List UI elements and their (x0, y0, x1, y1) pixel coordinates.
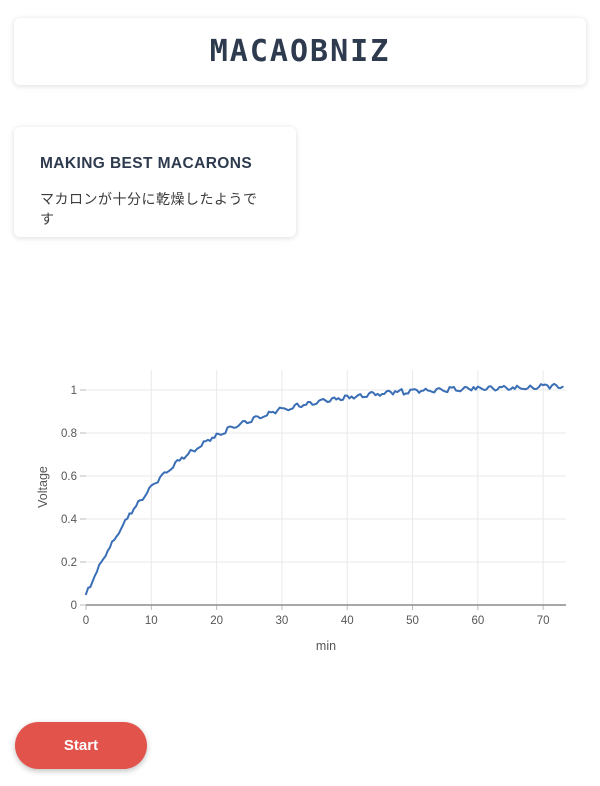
x-axis-title: min (316, 639, 336, 653)
y-tick-label: 1 (71, 385, 77, 397)
voltage-trace (85, 382, 564, 596)
x-tick-label: 20 (210, 615, 223, 627)
x-tick-label: 70 (537, 615, 550, 627)
chart-axes: 00.20.40.60.810 10 20 30 40 50 60 70 (61, 385, 566, 627)
y-tick-label: 0 (71, 600, 77, 612)
y-axis-title: Voltage (36, 466, 50, 508)
status-card-heading: MAKING BEST MACARONS (40, 155, 253, 172)
y-tick-label: 0.2 (61, 557, 77, 569)
x-tick-label: 30 (276, 615, 289, 627)
app-header: MACAOBNIZ (14, 18, 586, 85)
status-card: MAKING BEST MACARONS マカロンが十分に乾燥したようです (14, 127, 296, 237)
y-tick-label: 0.8 (61, 428, 77, 440)
x-tick-label: 40 (341, 615, 354, 627)
app-title: MACAOBNIZ (209, 34, 391, 69)
x-tick-label: 0 (83, 615, 89, 627)
start-button[interactable]: Start (15, 722, 147, 769)
voltage-chart: 0 0.2 0.4 0.6 0.8 1 0 10 20 30 40 50 60 70 min Voltag… (0, 336, 600, 666)
voltage-line (85, 382, 564, 596)
x-tick-label: 10 (145, 615, 158, 627)
voltage-chart-svg: 00.20.40.60.810 10 20 30 40 50 60 70 min Voltag… (36, 370, 566, 653)
x-tick-label: 50 (406, 615, 419, 627)
status-message: マカロンが十分に乾燥したようです (40, 191, 258, 227)
y-tick-label: 0.6 (61, 471, 77, 483)
y-tick-label: 0.4 (61, 514, 78, 526)
chart-gridlines (86, 370, 566, 605)
x-tick-label: 60 (471, 615, 484, 627)
